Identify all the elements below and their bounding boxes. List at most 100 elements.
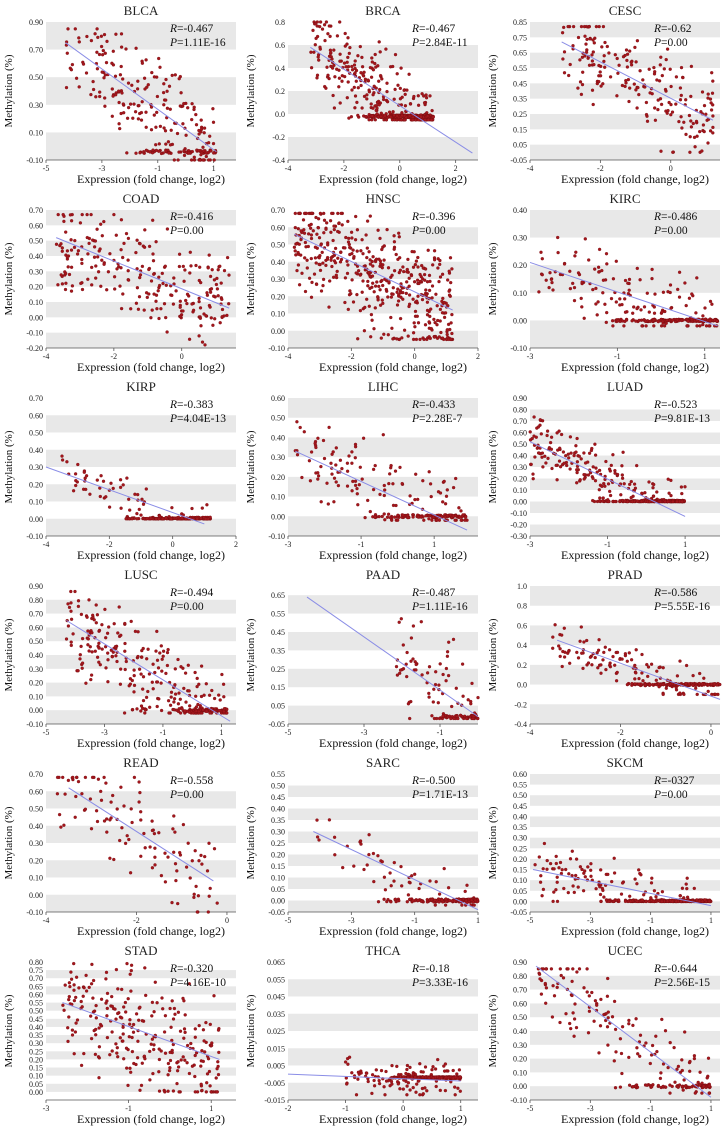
data-point xyxy=(150,1014,154,1018)
data-point xyxy=(169,128,173,132)
data-point xyxy=(446,673,451,678)
data-point xyxy=(227,273,231,277)
data-point xyxy=(190,302,194,306)
data-point xyxy=(204,314,208,318)
data-point xyxy=(129,807,133,811)
data-point xyxy=(123,621,127,626)
data-point xyxy=(537,855,541,859)
data-point xyxy=(363,77,368,81)
data-point xyxy=(153,855,157,859)
chart-title: SARC xyxy=(366,755,400,770)
y-tick-label: 0.15 xyxy=(513,866,527,875)
data-point xyxy=(350,64,354,69)
data-point xyxy=(430,284,435,288)
data-point xyxy=(407,880,411,884)
data-point xyxy=(76,249,81,253)
data-point xyxy=(568,467,572,471)
data-point xyxy=(66,27,70,31)
data-point xyxy=(161,517,165,521)
data-point xyxy=(577,454,581,458)
data-point xyxy=(350,68,355,72)
data-point xyxy=(164,98,168,102)
data-point xyxy=(580,305,584,309)
data-point xyxy=(122,1005,126,1009)
data-point xyxy=(170,900,174,905)
data-point xyxy=(615,94,619,98)
data-point xyxy=(334,480,338,484)
data-point xyxy=(176,158,180,162)
data-point xyxy=(702,129,706,134)
data-point xyxy=(473,898,478,903)
y-tick-label: 0.10 xyxy=(29,692,43,701)
y-tick-label: 0.20 xyxy=(29,480,43,489)
data-point xyxy=(175,131,180,136)
data-point xyxy=(71,632,75,636)
data-point xyxy=(125,834,129,838)
x-axis-label: Expression (fold change, log2) xyxy=(77,360,225,374)
y-tick-label: -0.10 xyxy=(26,532,43,541)
data-point xyxy=(303,240,308,245)
data-point xyxy=(414,259,419,263)
y-tick-label: 0.50 xyxy=(29,429,43,438)
data-point xyxy=(82,1051,86,1056)
data-point xyxy=(326,243,330,247)
data-point xyxy=(642,305,647,309)
y-tick-label: 0.45 xyxy=(513,79,527,88)
panel-coad: COAD-0.20-0.100.000.100.200.300.400.500.… xyxy=(3,191,236,374)
data-point xyxy=(88,492,92,496)
y-tick-label: 0.40 xyxy=(271,805,285,814)
data-point xyxy=(661,692,665,697)
y-axis-label: Methylation (%) xyxy=(245,242,257,315)
data-point xyxy=(694,311,698,315)
data-point xyxy=(544,461,548,465)
data-point xyxy=(196,894,201,898)
data-point xyxy=(613,53,617,57)
data-point xyxy=(582,477,586,481)
data-point xyxy=(422,101,427,105)
data-point xyxy=(205,503,209,507)
data-point xyxy=(295,268,299,273)
data-point xyxy=(671,499,675,504)
data-point xyxy=(684,681,688,686)
data-point xyxy=(176,702,181,706)
data-point xyxy=(380,266,384,270)
data-point xyxy=(615,670,619,675)
y-tick-label: 0.30 xyxy=(29,1039,43,1048)
data-point xyxy=(390,326,394,330)
data-point xyxy=(143,1057,147,1061)
data-point xyxy=(150,866,155,870)
p-value: P=0.00 xyxy=(169,601,204,613)
data-point xyxy=(83,807,88,811)
data-point xyxy=(303,256,307,260)
data-point xyxy=(135,286,140,290)
y-tick-label: -0.30 xyxy=(510,532,527,541)
data-point xyxy=(221,682,226,686)
data-point xyxy=(652,318,656,322)
data-point xyxy=(350,450,354,454)
y-tick-label: -0.2 xyxy=(514,700,527,709)
data-point xyxy=(112,275,117,279)
data-point xyxy=(347,454,351,458)
data-point xyxy=(320,250,324,255)
data-point xyxy=(560,633,564,637)
data-point xyxy=(319,464,323,469)
data-point xyxy=(94,1033,98,1037)
data-point xyxy=(188,704,192,708)
y-axis-label: Methylation (%) xyxy=(487,242,499,315)
data-point xyxy=(373,463,377,468)
data-point xyxy=(635,463,639,468)
data-point xyxy=(430,296,434,300)
data-point xyxy=(602,54,606,58)
data-point xyxy=(81,994,85,998)
data-point xyxy=(89,212,93,217)
y-tick-label: 0.50 xyxy=(271,414,285,423)
data-point xyxy=(353,483,358,488)
data-point xyxy=(164,77,168,82)
data-point xyxy=(66,1039,70,1044)
data-point xyxy=(596,648,601,652)
data-point xyxy=(155,658,160,662)
y-tick-label: 0.70 xyxy=(29,974,43,983)
data-point xyxy=(136,307,141,311)
data-point xyxy=(333,75,337,79)
data-point xyxy=(677,119,681,124)
